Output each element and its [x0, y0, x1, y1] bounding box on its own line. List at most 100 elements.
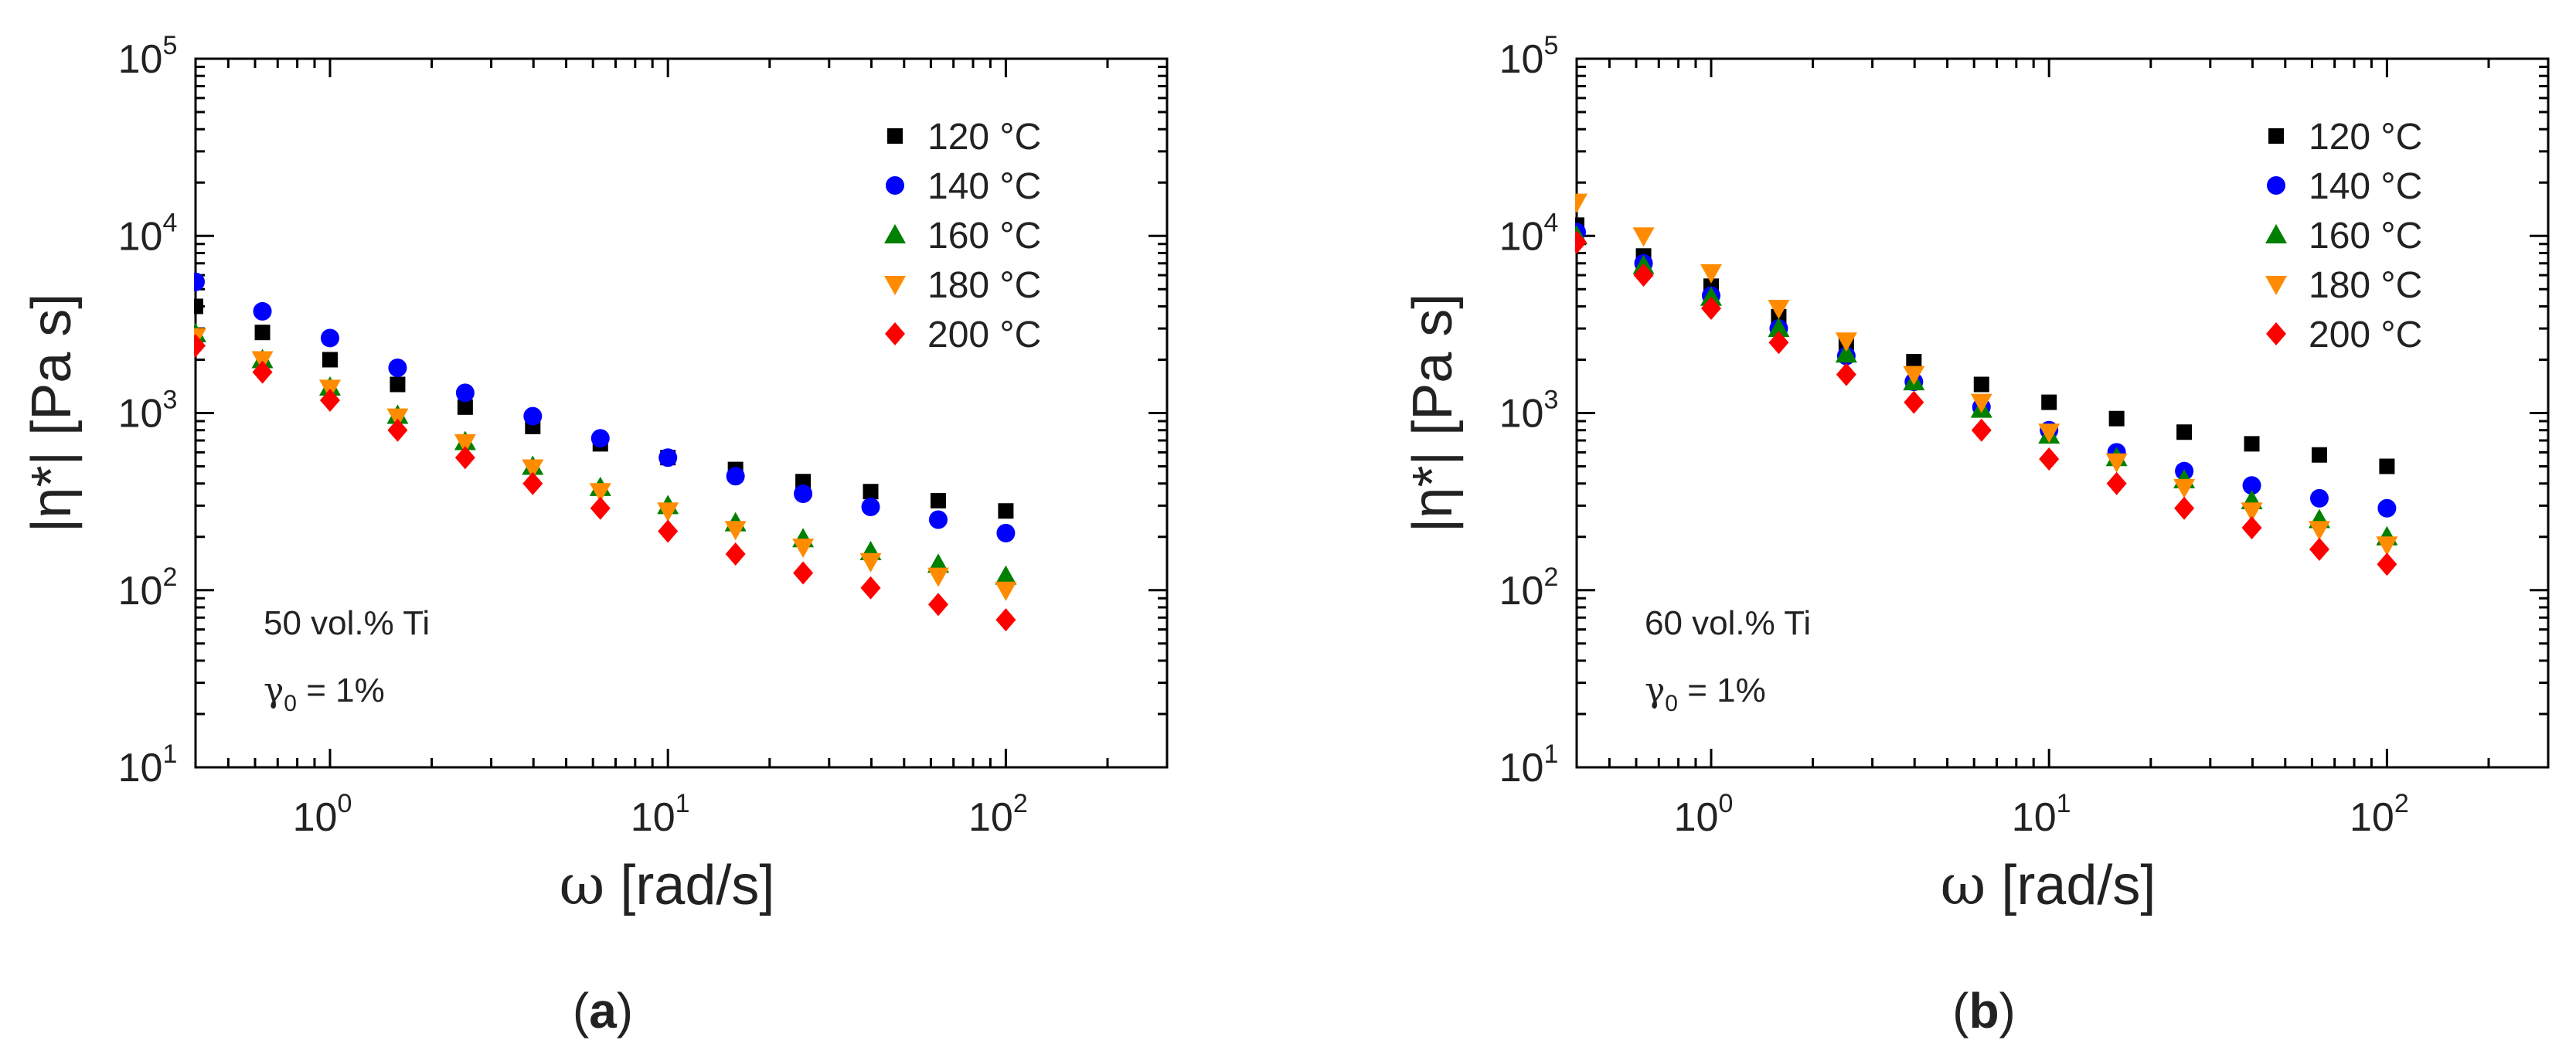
panel-b-data-point	[1633, 264, 1654, 287]
panel-a-strain-label: γ0 = 1%	[264, 671, 385, 716]
panel-a-data-point	[252, 360, 273, 384]
panel-a-data-point	[194, 272, 205, 291]
panel-b-annotation: 60 vol.% Ti	[1645, 604, 1811, 642]
panel-b-data-point	[1836, 362, 1856, 386]
panel-b-data-point	[1903, 366, 1925, 386]
panel-a-data-point	[927, 567, 949, 587]
panel-b-legend-label: 120 °C	[2309, 117, 2422, 158]
panel-b-caption: (b)	[1952, 983, 2016, 1039]
panel-a-legend-label: 120 °C	[927, 117, 1041, 158]
panel-b-data-point	[1835, 332, 1857, 352]
panel-a-data-point	[996, 523, 1016, 542]
panel-b-data-point	[1575, 230, 1587, 254]
panel-a-data-point	[725, 542, 746, 566]
panel-a-data-point	[658, 448, 678, 468]
panel-a-y-tick-label: 101	[118, 740, 178, 790]
panel-b-data-point	[2377, 498, 2397, 518]
panel-a-series-4	[194, 328, 1017, 601]
panel-a-chart: 100 101 102 101 102 103 104 105 ω [rad/s] |η*| [P…	[21, 31, 1169, 1039]
panel-a-x-axis-label: ω [rad/s]	[560, 852, 775, 917]
panel-a-caption: (a)	[573, 983, 633, 1039]
panel-a-data-point	[320, 328, 339, 348]
panel-b-data-point	[2241, 502, 2263, 522]
panel-a-data-point	[522, 471, 543, 495]
panel-a-data-point	[253, 301, 272, 321]
panel-b-data-point	[1970, 393, 1992, 413]
panel-a-data-point	[995, 581, 1017, 601]
panel-a-legend-marker	[885, 322, 905, 345]
panel-a-data-point	[589, 483, 611, 503]
panel-b-series-4	[1575, 193, 2398, 556]
panel-b-legend-label: 160 °C	[2309, 216, 2422, 257]
panel-b-x-tick-label: 102	[2350, 789, 2409, 840]
panel-a-data-point	[390, 376, 406, 393]
panel-b-x-axis-label: ω [rad/s]	[1941, 852, 2156, 917]
panel-b-legend-marker	[2265, 224, 2287, 243]
panel-b-data-point	[2308, 521, 2330, 541]
panel-b-data-point	[2377, 552, 2397, 576]
panel-b-data-point	[1700, 286, 1722, 306]
panel-a-data-point	[454, 446, 475, 470]
panel-b-data-point	[2176, 424, 2193, 440]
panel-a-y-tick-label: 103	[118, 386, 178, 437]
panel-a-plot-frame	[194, 57, 1169, 769]
panel-b-data-point	[1971, 418, 1992, 442]
panel-a-series-5	[194, 334, 1016, 632]
panel-a-series-3	[194, 322, 1017, 585]
panel-b-data-point	[2106, 471, 2127, 495]
panel-b-legend: 120 °C 140 °C 160 °C 180 °C 200 °C	[2265, 117, 2422, 355]
panel-a-data-point	[319, 389, 340, 413]
panel-b-data-point	[2244, 436, 2260, 452]
panel-a-data-point	[454, 434, 476, 454]
panel-a-data-point	[928, 510, 948, 529]
panel-a-legend-marker	[886, 176, 904, 195]
panel-a-data-point	[724, 521, 747, 541]
panel-b-tick-marks	[1575, 57, 2550, 769]
panel-b-plot-frame	[1575, 57, 2550, 769]
panel-b-data-point	[2108, 410, 2125, 427]
panel-a-annotation: 50 vol.% Ti	[264, 604, 430, 642]
panel-a-data-point	[590, 496, 611, 520]
panel-a-data-point	[930, 492, 946, 508]
panel-a-data-point	[995, 565, 1017, 585]
panel-b-data-point	[1575, 193, 1587, 213]
panel-b-x-tick-label: 101	[2012, 789, 2071, 840]
panel-a-data-point	[387, 418, 408, 442]
panel-a-x-tick-label: 100	[293, 789, 352, 840]
panel-b-x-tick-label: 100	[1674, 789, 1734, 840]
panel-b-data-point	[2173, 478, 2196, 498]
panel-b-data-point	[2174, 496, 2195, 520]
panel-a-data-point	[794, 484, 813, 504]
panel-b-data-point	[1904, 390, 1924, 414]
panel-a-legend-marker	[887, 128, 903, 144]
panel-a-data-point	[860, 576, 881, 600]
panel-a-legend-label: 160 °C	[927, 216, 1041, 257]
panel-b-data-point	[2242, 476, 2261, 495]
panel-b-series-2	[1575, 223, 2397, 518]
panel-b-legend-marker	[2268, 128, 2284, 144]
panel-a-data-point	[194, 334, 206, 358]
panel-b-data-point	[2241, 516, 2262, 540]
panel-a-y-axis-label: |η*| [Pa s]	[21, 294, 83, 533]
panel-b-data-point	[1835, 343, 1857, 363]
panel-b-data-point	[1768, 318, 1790, 338]
panel-a-x-tick-label: 102	[968, 789, 1028, 840]
panel-a-data-point	[254, 325, 271, 341]
panel-b-legend-label: 200 °C	[2309, 314, 2422, 355]
panel-a-data-point	[995, 608, 1016, 632]
panel-a-data-point	[386, 408, 409, 428]
panel-a-data-point	[793, 561, 814, 585]
panel-b-y-tick-label: 102	[1499, 563, 1559, 614]
panel-a-data-point	[658, 519, 679, 543]
panel-b-data-point	[1973, 376, 1989, 393]
panel-b-data-point	[2039, 447, 2060, 471]
panel-a-data-point	[194, 298, 203, 314]
panel-a-data-point	[455, 383, 475, 403]
panel-a-series-2	[194, 272, 1016, 542]
panel-b-data-point	[1700, 264, 1722, 284]
panel-b-data-point	[1632, 227, 1655, 247]
panel-a-legend-marker	[884, 276, 906, 295]
panel-a-tick-marks	[194, 57, 1169, 769]
panel-b-data-point	[1906, 354, 1922, 370]
